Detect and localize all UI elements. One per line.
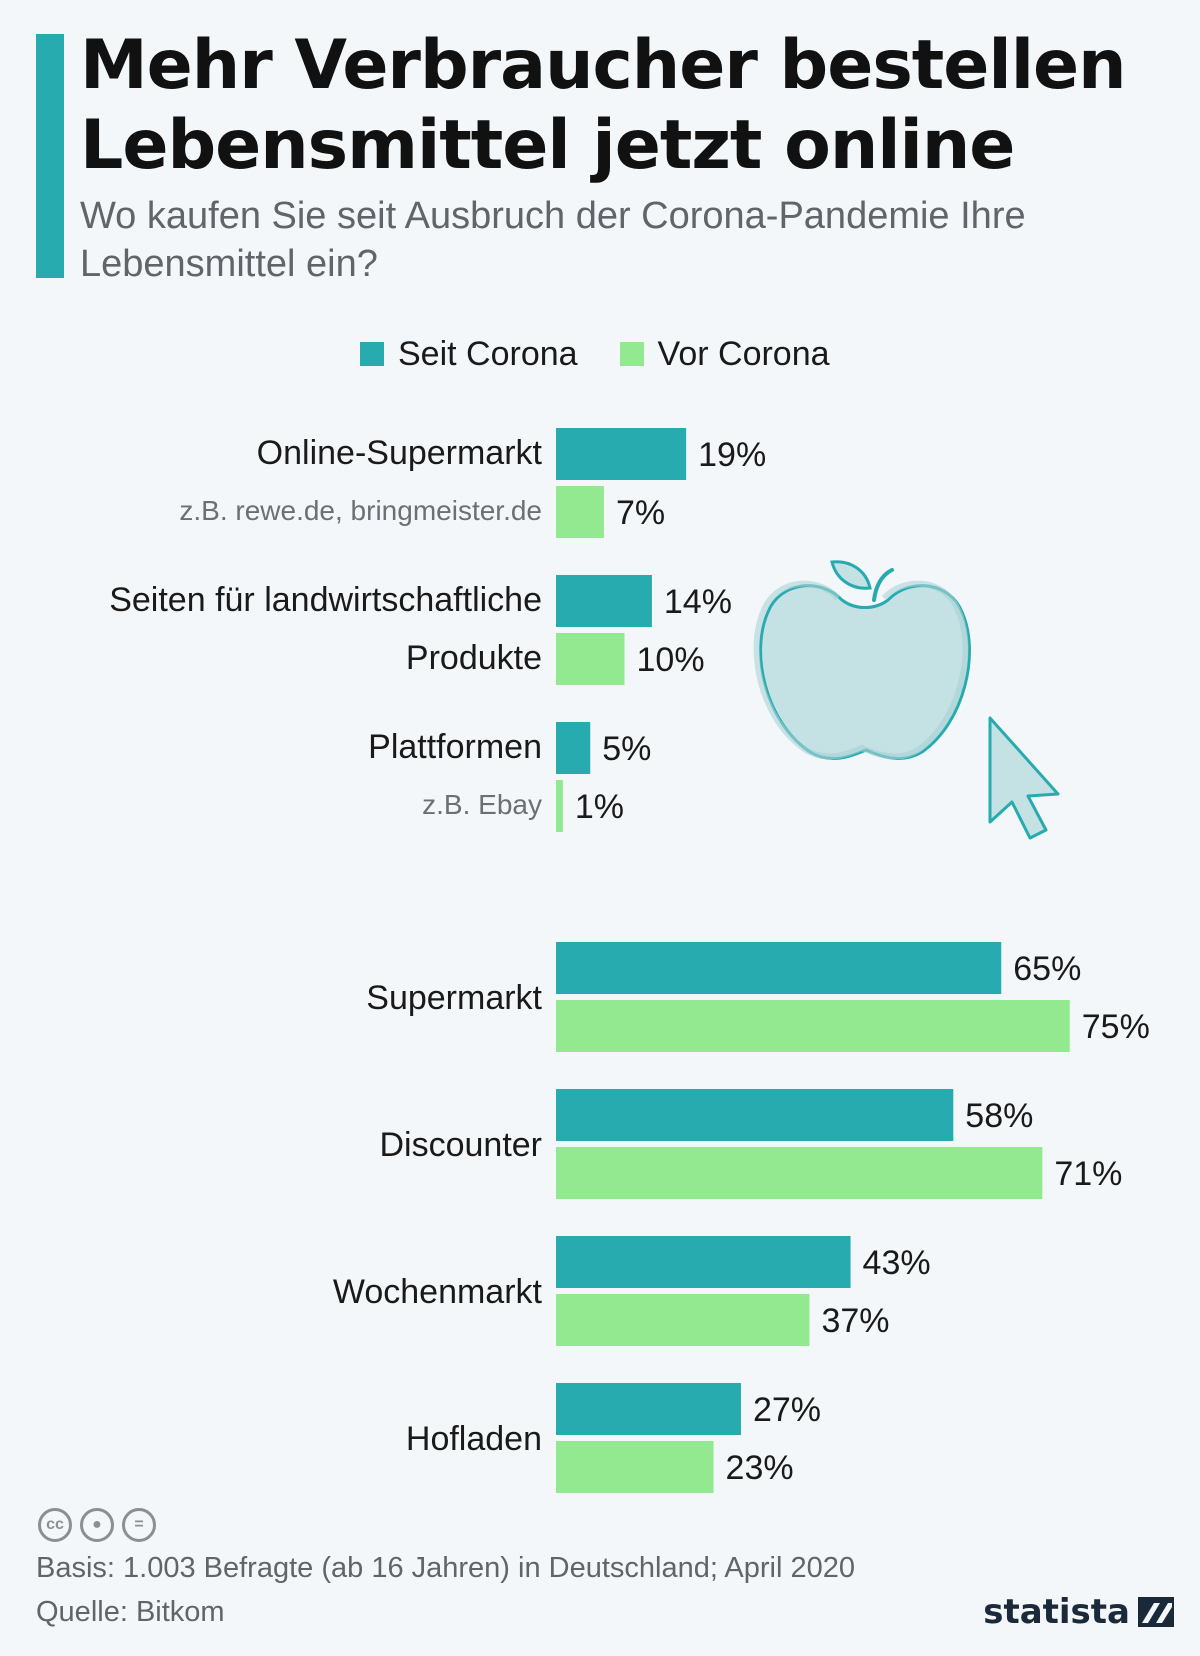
bar-vor-corona[interactable] xyxy=(556,780,563,832)
data-label: 71% xyxy=(1054,1155,1122,1193)
footer-basis: Basis: 1.003 Befragte (ab 16 Jahren) in … xyxy=(36,1552,855,1584)
logo-text: statista xyxy=(983,1592,1130,1632)
bar-seit-corona[interactable] xyxy=(556,1236,851,1288)
chart-subtitle: Wo kaufen Sie seit Ausbruch der Corona-P… xyxy=(80,195,1026,285)
footer-source: Quelle: Bitkom xyxy=(36,1596,225,1628)
data-label: 75% xyxy=(1082,1008,1150,1046)
bar-seit-corona[interactable] xyxy=(556,722,591,774)
category-label: Online-Supermarkt xyxy=(257,434,543,472)
data-label: 43% xyxy=(863,1244,931,1282)
data-label: 7% xyxy=(616,494,665,532)
by-icon[interactable]: ● xyxy=(80,1508,114,1542)
category-group: 58% 71% Discounter xyxy=(379,1089,1122,1199)
legend-item-vor: Vor Corona xyxy=(619,334,830,374)
bar-vor-corona[interactable] xyxy=(556,486,604,538)
bar-vor-corona[interactable] xyxy=(556,1294,810,1346)
statista-logo[interactable]: statista xyxy=(983,1592,1174,1632)
legend-label-vor: Vor Corona xyxy=(657,334,830,373)
bar-chart: 19% 7% Online-Supermarkt z.B. rewe.de, brin… xyxy=(109,428,1150,1493)
bar-vor-corona[interactable] xyxy=(556,633,625,685)
apple-cursor-illustration xyxy=(753,560,1060,840)
chart-title: Mehr Verbraucher bestellen Lebensmittel … xyxy=(80,26,1127,185)
category-label: Plattformen xyxy=(368,728,542,766)
bar-seit-corona[interactable] xyxy=(556,428,687,480)
legend: Seit Corona Vor Corona xyxy=(360,332,872,376)
category-label: Wochenmarkt xyxy=(333,1273,543,1311)
data-label: 27% xyxy=(753,1391,821,1429)
category-group: 27% 23% Hofladen xyxy=(406,1383,821,1493)
bar-vor-corona[interactable] xyxy=(556,1441,714,1493)
nd-icon[interactable]: = xyxy=(122,1508,156,1542)
data-label: 23% xyxy=(726,1449,794,1487)
data-label: 37% xyxy=(821,1302,889,1340)
data-label: 19% xyxy=(698,436,766,474)
statista-logo-icon xyxy=(1138,1597,1174,1627)
category-group: 65%75% Supermarkt xyxy=(366,942,1150,1052)
category-label: Seiten für landwirtschaftliche xyxy=(109,581,542,619)
data-label: 10% xyxy=(637,641,705,679)
category-group: 14% 10% Seiten für landwirtschaftliche Prod… xyxy=(109,575,732,685)
bar-seit-corona[interactable] xyxy=(556,942,1002,994)
category-sublabel: z.B. Ebay xyxy=(422,789,542,820)
data-label: 65% xyxy=(1013,950,1081,988)
legend-item-seit: Seit Corona xyxy=(360,335,578,374)
data-label: 14% xyxy=(664,583,732,621)
category-label: Produkte xyxy=(406,639,542,677)
bar-seit-corona[interactable] xyxy=(556,575,652,627)
accent-bar xyxy=(36,34,64,278)
category-group: 43% 37% Wochenmarkt xyxy=(333,1236,931,1346)
legend-label-seit: Seit Corona xyxy=(398,334,578,373)
bar-vor-corona[interactable] xyxy=(556,1147,1043,1199)
category-label: Hofladen xyxy=(406,1420,542,1458)
category-group: 5% 1% Plattformen z.B. Ebay xyxy=(368,722,651,832)
legend-swatch-vor xyxy=(619,342,644,366)
category-label: Supermarkt xyxy=(366,979,542,1017)
legend-swatch-seit xyxy=(360,342,384,366)
category-group: 19% 7% Online-Supermarkt z.B. rewe.de, brin… xyxy=(179,428,766,538)
data-label: 1% xyxy=(575,788,624,826)
data-label: 5% xyxy=(602,730,651,768)
category-label: Discounter xyxy=(379,1126,542,1164)
bar-seit-corona[interactable] xyxy=(556,1383,741,1435)
bar-vor-corona[interactable] xyxy=(556,1000,1070,1052)
license-icons: cc ● = xyxy=(38,1508,164,1542)
bar-seit-corona[interactable] xyxy=(556,1089,954,1141)
cc-icon[interactable]: cc xyxy=(38,1508,72,1542)
data-label: 58% xyxy=(965,1097,1033,1135)
category-sublabel: z.B. rewe.de, bringmeister.de xyxy=(179,495,542,526)
